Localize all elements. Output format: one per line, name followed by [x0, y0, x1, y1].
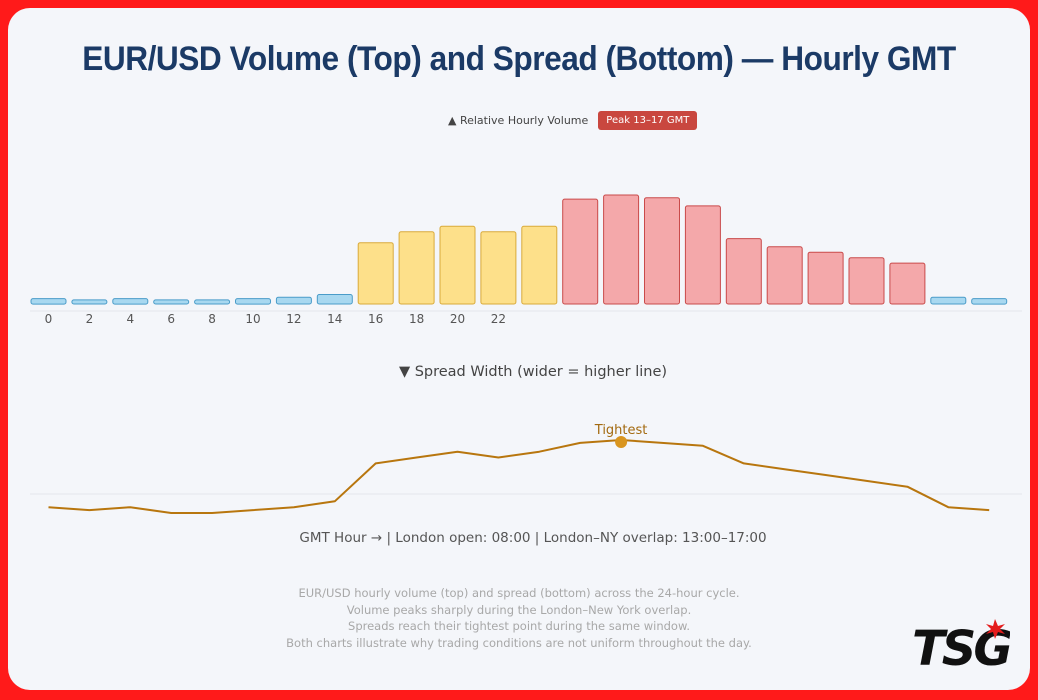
volume-bar-20 [848, 257, 885, 305]
peak-badge: Peak 13–17 GMT [598, 110, 698, 130]
volume-bar-12 [521, 225, 558, 305]
volume-bars [30, 194, 1008, 305]
tick-label: 0 [45, 312, 53, 326]
spread-heading: ▼ Spread Width (wider = higher line) [399, 364, 667, 380]
tightest-marker [615, 436, 628, 448]
x-axis-label: GMT Hour → | London open: 08:00 | London… [299, 530, 766, 546]
caption: EUR/USD hourly volume (top) and spread (… [0, 585, 1038, 651]
volume-bar-18 [766, 246, 803, 305]
caption-line-2: Volume peaks sharply during the London–N… [346, 602, 692, 617]
tick-label: 12 [286, 312, 301, 326]
volume-bar-10 [439, 225, 476, 305]
volume-bar-23 [971, 298, 1008, 305]
volume-bar-15 [644, 197, 680, 305]
volume-bar-16 [684, 205, 721, 305]
tick-label: 18 [409, 312, 424, 326]
spread-line-group: Tightest [48, 423, 990, 514]
tick-label: 6 [167, 312, 175, 326]
volume-bar-17 [725, 238, 762, 305]
volume-bar-21 [889, 262, 926, 305]
volume-bar-3 [153, 299, 190, 305]
tick-label: 14 [327, 312, 342, 326]
volume-bar-7 [316, 294, 353, 305]
volume-bar-9 [398, 231, 435, 305]
volume-bar-0 [30, 298, 67, 305]
volume-bar-22 [930, 296, 967, 305]
spread-line [48, 439, 990, 514]
tick-label: 4 [126, 312, 134, 326]
caption-line-3: Spreads reach their tightest point durin… [348, 619, 690, 633]
volume-bar-8 [357, 242, 394, 305]
tick-label: 2 [86, 312, 94, 326]
volume-bar-19 [807, 251, 844, 305]
volume-legend: ▲ Relative Hourly Volume Peak 13–17 GMT [448, 110, 698, 130]
tick-label: 20 [450, 312, 465, 326]
volume-bar-2 [112, 298, 149, 305]
tick-label: 22 [491, 312, 506, 326]
caption-line-1: EUR/USD hourly volume (top) and spread (… [298, 586, 740, 600]
volume-tick-labels: 0 2 4 6 8 10 12 14 16 18 20 22 [45, 312, 506, 326]
volume-bar-13 [562, 198, 599, 305]
chart-svg: 0 2 4 6 8 10 12 14 16 18 20 22 ▼ Spread Width (wide… [30, 194, 1022, 546]
caption-line-4: Both charts illustrate why trading condi… [286, 635, 752, 650]
volume-bar-4 [194, 299, 231, 305]
volume-bar-5 [235, 298, 271, 305]
volume-legend-label: ▲ Relative Hourly Volume [448, 113, 589, 127]
tick-label: 10 [245, 312, 260, 326]
logo-star-icon [986, 619, 1005, 639]
chart-card [8, 8, 1030, 690]
tick-label: 16 [368, 312, 383, 326]
volume-bar-6 [275, 296, 312, 305]
volume-bar-11 [480, 231, 517, 305]
tsg-logo: TSG [912, 619, 1010, 675]
tightest-label: Tightest [594, 423, 648, 438]
volume-bar-1 [71, 299, 108, 305]
tick-label: 8 [208, 312, 216, 326]
volume-bar-14 [603, 194, 640, 305]
chart-title: EUR/USD Volume (Top) and Spread (Bottom)… [82, 40, 956, 78]
